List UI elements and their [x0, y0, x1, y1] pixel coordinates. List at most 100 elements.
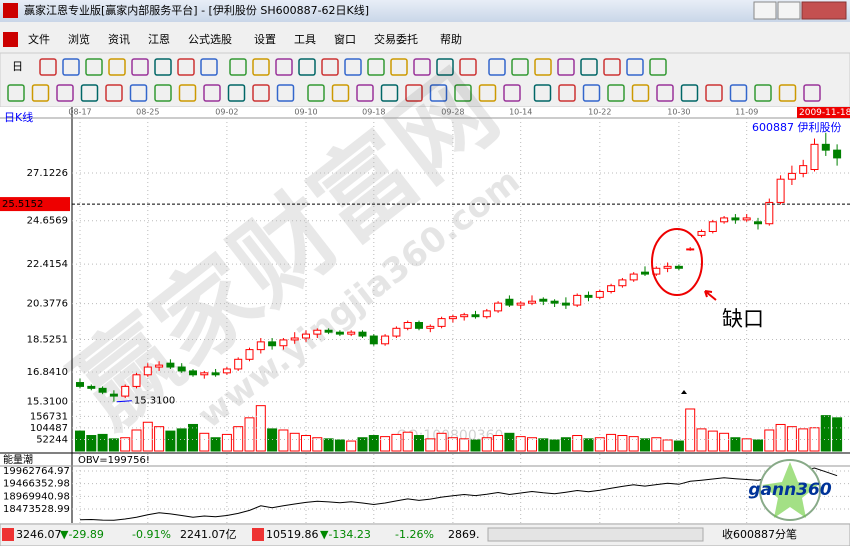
menu-item[interactable]: 工具 — [294, 33, 316, 46]
toolbar-button[interactable] — [557, 58, 575, 76]
toolbar-button[interactable] — [488, 58, 506, 76]
menu-item[interactable]: 帮助 — [440, 32, 462, 46]
toolbar-button[interactable] — [31, 84, 50, 102]
toolbar-button[interactable] — [582, 84, 601, 102]
obv-tick-label: 18473528.99 — [3, 504, 70, 515]
toolbar-button[interactable] — [307, 84, 325, 102]
toolbar-button[interactable] — [803, 84, 821, 102]
candle-body — [448, 316, 457, 320]
toolbar-button[interactable] — [603, 58, 621, 76]
toolbar-button[interactable] — [276, 84, 295, 102]
volume-bar — [764, 429, 775, 452]
toolbar-button[interactable] — [85, 58, 103, 76]
candle-body — [742, 217, 751, 221]
toolbar-button[interactable] — [200, 58, 218, 76]
toolbar-button[interactable] — [367, 58, 385, 76]
toolbar-button[interactable] — [39, 58, 57, 76]
menu-item[interactable]: 资讯 — [108, 33, 130, 46]
toolbar-button[interactable] — [229, 58, 247, 76]
menu-item[interactable]: 江恩 — [148, 33, 170, 46]
toolbar-button[interactable] — [80, 84, 99, 102]
obv-tick-label: 19466352.98 — [3, 479, 70, 490]
toolbar-button[interactable] — [607, 84, 625, 102]
annotation-arrow — [704, 290, 717, 301]
toolbar-button[interactable] — [626, 58, 644, 76]
toolbar-button[interactable] — [413, 58, 431, 76]
volume-bar — [323, 438, 334, 452]
toolbar-button[interactable] — [178, 84, 197, 102]
toolbar-button[interactable] — [754, 84, 772, 102]
toolbar-button[interactable] — [656, 84, 674, 102]
volume-tick-label: 156731 — [30, 411, 68, 422]
obv-title: 能量潮 — [3, 453, 33, 466]
cursor-price-box — [0, 197, 70, 212]
title-bar — [0, 0, 850, 22]
toolbar-button[interactable] — [380, 84, 399, 102]
toolbar-button[interactable] — [275, 58, 293, 76]
y-tick-label: 27.1226 — [27, 168, 68, 179]
menu-item[interactable]: 公式选股 — [188, 33, 232, 46]
toolbar-button[interactable] — [131, 58, 149, 76]
toolbar-button[interactable] — [478, 84, 497, 102]
toolbar-button[interactable] — [511, 58, 529, 76]
toolbar-button[interactable] — [298, 58, 316, 76]
toolbar-button[interactable] — [344, 58, 362, 76]
toolbar-button[interactable] — [405, 84, 423, 102]
menu-item[interactable]: 交易委托 — [374, 32, 418, 46]
toolbar-button[interactable] — [177, 58, 195, 76]
toolbar-button[interactable] — [680, 84, 699, 102]
toolbar-button[interactable] — [56, 84, 74, 102]
toolbar-button[interactable] — [331, 84, 350, 102]
candle-body — [641, 271, 649, 275]
volume-bar — [391, 433, 402, 452]
toolbar-button[interactable] — [154, 84, 172, 102]
toolbar-button[interactable] — [729, 84, 748, 102]
minimize-button[interactable] — [753, 1, 777, 20]
volume-bar — [425, 438, 436, 452]
toolbar-button[interactable] — [227, 84, 246, 102]
menu-item[interactable]: 窗口 — [334, 32, 356, 46]
menu-item[interactable]: 设置 — [254, 33, 276, 46]
x-tick-label: 08-17 — [68, 108, 91, 117]
volume-bar — [662, 439, 673, 452]
volume-bar — [289, 432, 300, 452]
toolbar-button[interactable] — [105, 84, 123, 102]
volume-bar — [809, 427, 820, 452]
toolbar-button[interactable] — [252, 84, 270, 102]
volume-bar — [504, 432, 515, 452]
maximize-button[interactable] — [777, 1, 801, 20]
toolbar-button[interactable] — [503, 84, 521, 102]
toolbar-button[interactable] — [454, 84, 472, 102]
toolbar-button[interactable] — [356, 84, 374, 102]
toolbar-button[interactable] — [108, 58, 126, 76]
toolbar-button[interactable] — [390, 58, 408, 76]
cursor-price: 25.5152 — [2, 199, 43, 210]
x-tick-label: 09-02 — [215, 108, 238, 117]
close-button[interactable] — [801, 1, 847, 20]
toolbar-button[interactable] — [778, 84, 797, 102]
toolbar-button[interactable] — [7, 84, 25, 102]
toolbar-button[interactable] — [436, 58, 454, 76]
toolbar-button[interactable] — [534, 58, 552, 76]
volume-bar — [199, 432, 210, 452]
toolbar-button[interactable] — [129, 84, 148, 102]
candle-body — [403, 322, 412, 329]
toolbar-button[interactable] — [649, 58, 667, 76]
toolbar-button[interactable] — [631, 84, 650, 102]
window-buttons[interactable] — [753, 1, 847, 20]
menu-item[interactable]: 浏览 — [68, 32, 90, 46]
toolbar-button[interactable] — [203, 84, 221, 102]
toolbar-button[interactable] — [429, 84, 448, 102]
period-selector[interactable]: 日 — [12, 60, 23, 73]
toolbar-button[interactable] — [62, 58, 80, 76]
menu-item[interactable]: 文件 — [28, 32, 50, 46]
toolbar-button[interactable] — [580, 58, 598, 76]
toolbar-button[interactable] — [705, 84, 723, 102]
toolbar-button[interactable] — [252, 58, 270, 76]
toolbar-button[interactable] — [558, 84, 576, 102]
toolbar-button[interactable] — [459, 58, 477, 76]
toolbar-button[interactable] — [154, 58, 172, 76]
scrollbar[interactable] — [487, 527, 704, 542]
toolbar-button[interactable] — [321, 58, 339, 76]
toolbar-button[interactable] — [533, 84, 552, 102]
